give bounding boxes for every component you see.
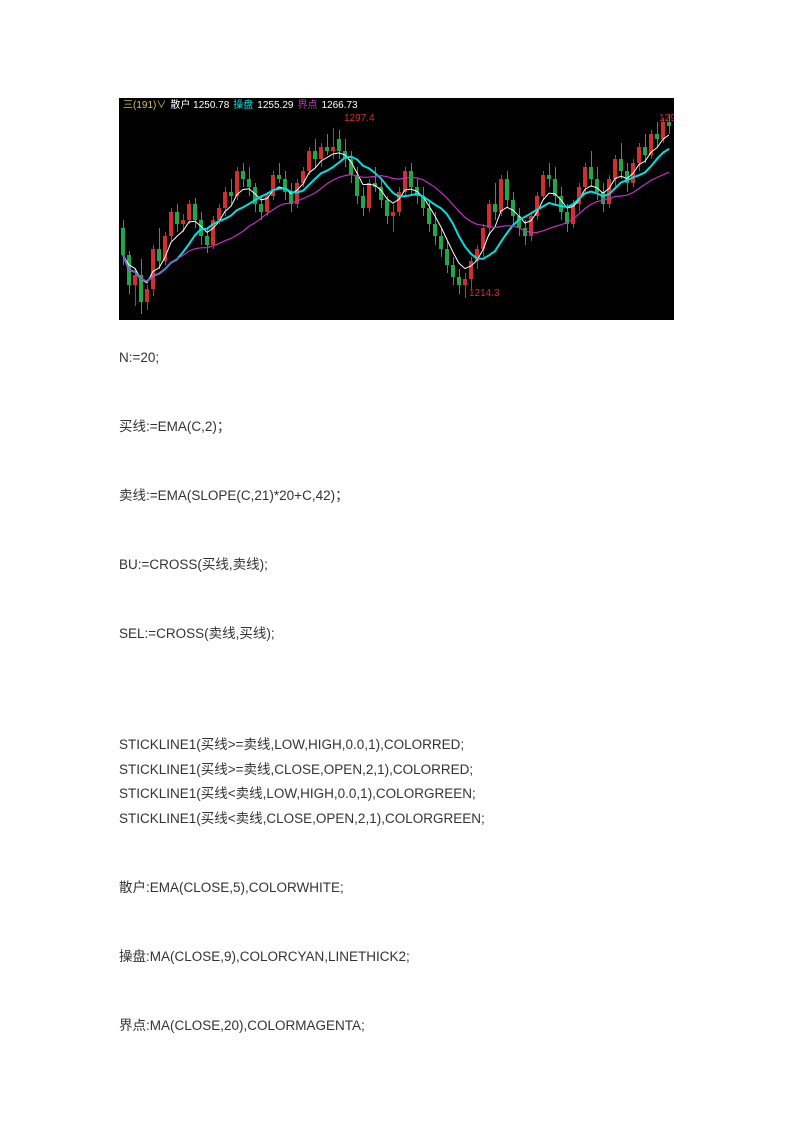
code-text: STICKLINE1(买线<卖线,LOW,HIGH,0.0,1),COLORGR…	[119, 784, 674, 805]
code-line: 卖线:=EMA(SLOPE(C,21)*20+C,42)；	[119, 486, 674, 507]
code-line: 散户:EMA(CLOSE,5),COLORWHITE;	[119, 878, 674, 899]
code-line: N:=20;	[119, 348, 674, 369]
code-line: BU:=CROSS(买线,卖线);	[119, 555, 674, 576]
code-line: 操盘:MA(CLOSE,9),COLORCYAN,LINETHICK2;	[119, 947, 674, 968]
code-text: N:=20;	[119, 348, 674, 369]
code-text: 操盘:MA(CLOSE,9),COLORCYAN,LINETHICK2;	[119, 947, 674, 968]
price-label: 1297.4	[344, 111, 375, 127]
code-text: 卖线:=EMA(SLOPE(C,21)*20+C,42)；	[119, 486, 674, 507]
code-text: SEL:=CROSS(卖线,买线);	[119, 624, 674, 645]
code-line: SEL:=CROSS(卖线,买线);	[119, 624, 674, 645]
code-text: BU:=CROSS(买线,卖线);	[119, 555, 674, 576]
stock-chart: 三(191)∨散户 1250.78操盘1255.29界点1266.73 1297…	[119, 98, 674, 320]
price-label: 1214.3	[469, 286, 500, 302]
price-label: 129	[659, 111, 674, 127]
code-text: STICKLINE1(买线>=卖线,CLOSE,OPEN,2,1),COLORR…	[119, 760, 674, 781]
code-group: STICKLINE1(买线>=卖线,LOW,HIGH,0.0,1),COLORR…	[119, 735, 674, 831]
code-text: 买线:=EMA(C,2)；	[119, 417, 674, 438]
ma-lines	[119, 98, 674, 320]
code-text: 散户:EMA(CLOSE,5),COLORWHITE;	[119, 878, 674, 899]
code-text: 界点:MA(CLOSE,20),COLORMAGENTA;	[119, 1016, 674, 1037]
code-text: STICKLINE1(买线>=卖线,LOW,HIGH,0.0,1),COLORR…	[119, 735, 674, 756]
code-line: 买线:=EMA(C,2)；	[119, 417, 674, 438]
document-page: 三(191)∨散户 1250.78操盘1255.29界点1266.73 1297…	[0, 0, 793, 1122]
code-text: STICKLINE1(买线<卖线,CLOSE,OPEN,2,1),COLORGR…	[119, 809, 674, 830]
code-line: 界点:MA(CLOSE,20),COLORMAGENTA;	[119, 1016, 674, 1037]
